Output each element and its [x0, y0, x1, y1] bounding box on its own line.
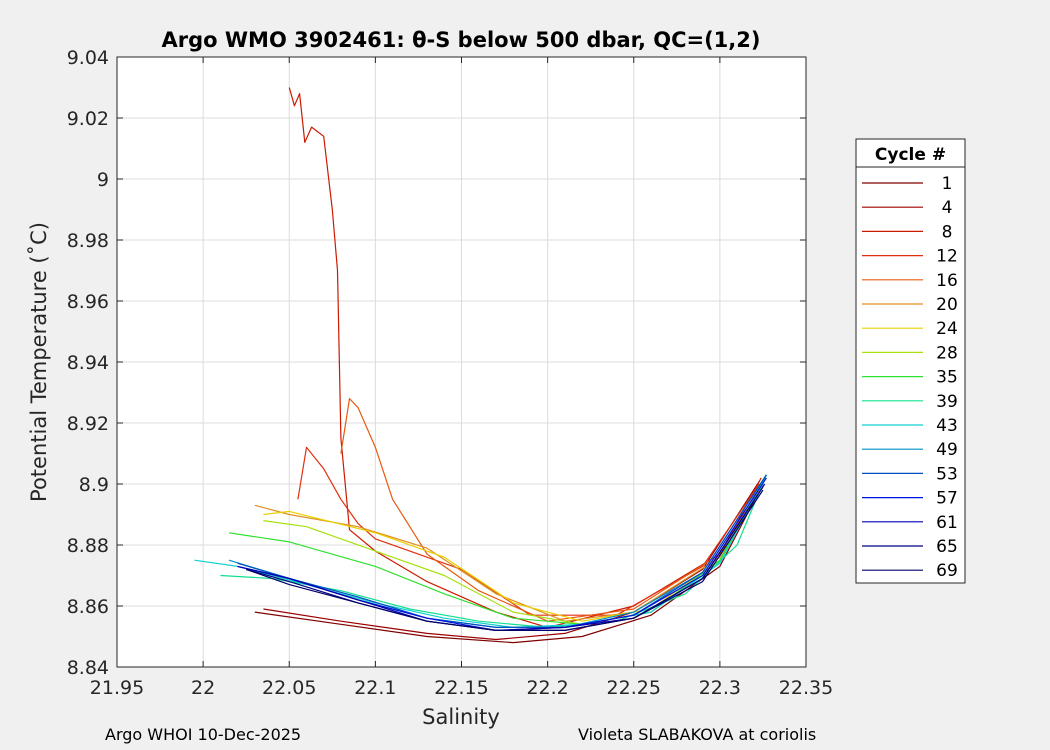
legend-entry-label: 49 — [936, 440, 958, 460]
chart-title: Argo WMO 3902461: θ-S below 500 dbar, QC… — [162, 28, 761, 52]
legend-entry-label: 20 — [936, 295, 958, 315]
y-ticks: 8.84 8.86 8.88 8.9 8.92 8.94 8.96 8.98 9 9.02 9.04 — [67, 47, 806, 679]
legend-entry-label: 53 — [936, 464, 958, 484]
legend-entry-label: 12 — [936, 247, 958, 267]
x-tick-label: 22.15 — [434, 677, 488, 699]
y-tick-label: 9.04 — [67, 47, 109, 69]
legend-entry-label: 1 — [942, 174, 953, 194]
legend-entry-label: 4 — [942, 198, 953, 218]
legend-entry-label: 28 — [936, 343, 958, 363]
x-tick-label: 22.1 — [354, 677, 396, 699]
series-line-cycle-69 — [246, 489, 764, 632]
legend-entry-label: 57 — [936, 489, 958, 509]
legend-entry-label: 69 — [936, 561, 958, 581]
y-tick-label: 8.94 — [67, 352, 109, 374]
footer-author: Violeta SLABAKOVA at coriolis — [578, 725, 817, 744]
x-tick-label: 22.2 — [526, 677, 568, 699]
legend-entry-label: 16 — [936, 271, 958, 291]
x-tick-label: 22.05 — [262, 677, 316, 699]
x-tick-label: 22.25 — [607, 677, 661, 699]
series-line-cycle-53 — [237, 474, 767, 629]
series-line-cycle-1 — [254, 483, 764, 644]
y-axis-label: Potential Temperature (˚C) — [27, 222, 51, 502]
legend-entry-label: 35 — [936, 368, 958, 388]
x-tick-label: 22.35 — [779, 677, 833, 699]
legend-items: 1 4 8 12 16 20 24 28 35 39 43 49 53 57 61 65 69 — [862, 174, 958, 581]
x-tick-label: 22 — [191, 677, 215, 699]
footer-credit: Argo WHOI 10-Dec-2025 — [105, 725, 302, 744]
y-tick-label: 8.84 — [67, 657, 109, 679]
legend-entry-label: 43 — [936, 416, 958, 436]
series-lines — [194, 87, 767, 644]
series-line-cycle-12 — [297, 446, 760, 616]
legend: Cycle # 1 4 8 12 16 20 24 28 35 39 43 49 53 57 61 65 69 — [855, 138, 966, 584]
series-line-cycle-16 — [340, 398, 766, 622]
legend-entry-label: 61 — [936, 513, 958, 533]
y-tick-label: 8.96 — [67, 291, 109, 313]
legend-box — [855, 138, 966, 584]
series-line-cycle-4 — [263, 480, 761, 641]
y-tick-label: 8.92 — [67, 413, 109, 435]
x-axis-label: Salinity — [422, 705, 500, 729]
legend-title: Cycle # — [875, 145, 946, 165]
y-tick-label: 9.02 — [67, 108, 109, 130]
y-tick-label: 8.9 — [79, 474, 109, 496]
x-tick-label: 21.95 — [90, 677, 144, 699]
y-tick-label: 9 — [97, 169, 109, 191]
legend-entry-label: 65 — [936, 537, 958, 557]
y-tick-label: 8.98 — [67, 230, 109, 252]
legend-entry-label: 39 — [936, 392, 958, 412]
series-line-cycle-20 — [254, 483, 764, 622]
legend-entry-label: 24 — [936, 319, 958, 339]
legend-entry-label: 8 — [942, 222, 953, 242]
x-ticks: 21.95 22 22.05 22.1 22.15 22.2 22.25 22.3 22.35 — [90, 57, 833, 699]
y-tick-label: 8.86 — [67, 596, 109, 618]
y-tick-label: 8.88 — [67, 535, 109, 557]
x-tick-label: 22.3 — [699, 677, 741, 699]
series-line-cycle-35 — [228, 477, 766, 625]
